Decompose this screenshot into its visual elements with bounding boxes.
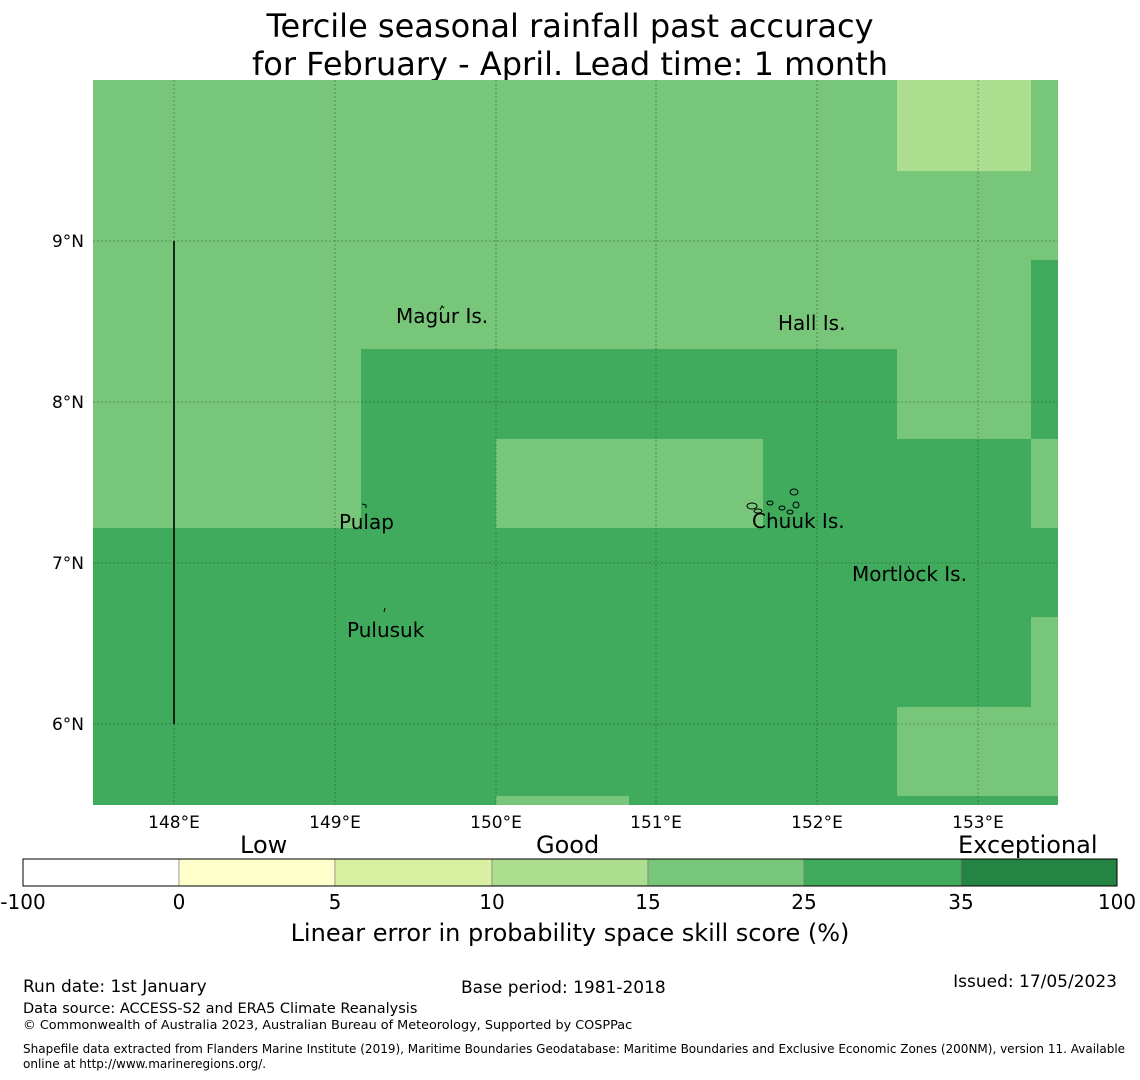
place-label: Hall Is.	[778, 311, 845, 335]
island-outline	[778, 505, 786, 511]
place-label: Magur Is.	[396, 304, 488, 328]
island-outline	[907, 565, 911, 571]
base-period: Base period: 1981-2018	[461, 978, 666, 998]
colorbar-category-exceptional: Exceptional	[958, 831, 1098, 859]
lon-tick-label: 150°E	[470, 813, 522, 833]
colorbar-segment	[647, 858, 805, 887]
lat-axis: 9°N 8°N 7°N 6°N	[52, 232, 84, 735]
colorbar-category-low: Low	[240, 831, 288, 859]
colorbar-tick-label: 100	[1098, 890, 1136, 914]
island-outline	[789, 488, 799, 496]
colorbar-frame	[22, 858, 1118, 887]
copyright-notice: © Commonwealth of Australia 2023, Austra…	[23, 1018, 633, 1033]
issued-date: Issued: 17/05/2023	[953, 972, 1117, 992]
lat-tick-label: 9°N	[52, 232, 84, 252]
colorbar-segment	[960, 858, 1118, 887]
lat-tick-label: 6°N	[52, 715, 84, 735]
colorbar-segment	[334, 858, 493, 887]
place-label: Pulap	[339, 510, 394, 534]
map-title-line-1: Tercile seasonal rainfall past accuracy	[266, 7, 874, 45]
place-labels: Magur Is. Hall Is. Pulap Chuuk Is. Mortl…	[339, 304, 967, 642]
colorbar: -100 0 5 10 15 25 35 100	[0, 858, 1136, 914]
island-outline	[766, 500, 774, 506]
colorbar-tick-label: 0	[173, 890, 186, 914]
lat-tick-label: 7°N	[52, 554, 84, 574]
lon-tick-label: 148°E	[148, 813, 200, 833]
colorbar-segment	[178, 858, 336, 887]
map-title-line-2: for February - April. Lead time: 1 month	[251, 45, 889, 83]
skill-region	[897, 707, 1058, 796]
island-outline	[383, 607, 386, 613]
colorbar-tick-label: 25	[791, 890, 816, 914]
island-outline	[746, 502, 758, 510]
lat-tick-label: 8°N	[52, 393, 84, 413]
lon-axis: 148°E 149°E 150°E 151°E 152°E 153°E	[148, 813, 1004, 833]
skill-map: Magur Is. Hall Is. Pulap Chuuk Is. Mortl…	[0, 80, 1136, 914]
colorbar-segment	[491, 858, 649, 887]
skill-region	[496, 796, 629, 805]
skill-region	[1031, 260, 1058, 439]
island-outline	[792, 501, 800, 509]
island-outline	[361, 503, 367, 508]
island-outline	[786, 509, 794, 515]
data-source: Data source: ACCESS-S2 and ERA5 Climate …	[23, 1001, 418, 1017]
skill-region	[1031, 617, 1058, 707]
colorbar-segment	[803, 858, 962, 887]
skill-region	[496, 439, 763, 528]
lon-tick-label: 153°E	[952, 813, 1004, 833]
colorbar-tick-label: 15	[635, 890, 660, 914]
lon-tick-label: 152°E	[791, 813, 843, 833]
skill-region	[897, 80, 1031, 171]
colorbar-tick-label: 35	[948, 890, 973, 914]
island-outline	[753, 508, 763, 514]
skill-region	[897, 439, 1031, 528]
colorbar-category-good: Good	[536, 831, 600, 859]
colorbar-tick-label: 5	[329, 890, 342, 914]
run-date: Run date: 1st January	[23, 977, 207, 997]
lon-tick-label: 151°E	[630, 813, 682, 833]
lon-tick-label: 149°E	[309, 813, 361, 833]
island-outline	[439, 305, 445, 311]
colorbar-segment	[22, 858, 180, 887]
place-label: Mortlock Is.	[852, 562, 967, 586]
island-outlines	[361, 305, 911, 613]
colorbar-label: Linear error in probability space skill …	[290, 919, 850, 947]
place-label: Pulusuk	[347, 618, 425, 642]
colorbar-tick-label: -100	[0, 890, 45, 914]
colorbar-tick-label: 10	[479, 890, 504, 914]
shapefile-credit: Shapefile data extracted from Flanders M…	[23, 1042, 1126, 1071]
place-label: Chuuk Is.	[752, 509, 845, 533]
